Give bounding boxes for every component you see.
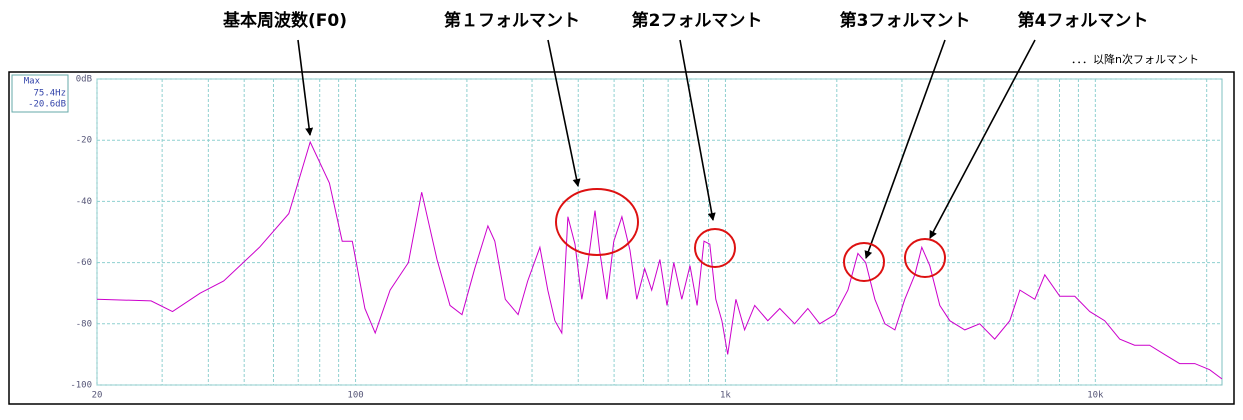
y-tick-label: 0dB xyxy=(76,75,92,85)
info-level: -20.6dB xyxy=(28,100,66,110)
spectrum-line xyxy=(96,140,1223,380)
arrow xyxy=(864,39,946,259)
highlight-ring xyxy=(555,188,639,256)
highlight-ring xyxy=(843,242,885,282)
x-tick-label: 1k xyxy=(720,391,731,401)
x-tick-label: 10k xyxy=(1087,391,1104,401)
highlight-ring xyxy=(904,238,946,278)
y-tick-label: -80 xyxy=(76,319,92,329)
arrow xyxy=(547,39,581,187)
arrow xyxy=(297,39,314,136)
plot-area xyxy=(96,78,1223,386)
highlight-ring xyxy=(694,228,736,268)
annotation: ．．．以降n次フォルマント xyxy=(1071,52,1199,66)
annotation: 第2フォルマント xyxy=(632,10,763,31)
y-tick-label: -60 xyxy=(76,258,92,268)
y-tick-label: -40 xyxy=(76,197,92,207)
arrow xyxy=(679,39,716,221)
annotation: 第4フォルマント xyxy=(1018,10,1149,31)
arrow xyxy=(929,39,1036,239)
info-box xyxy=(11,74,69,113)
y-tick-label: -100 xyxy=(70,381,92,391)
y-tick-label: -20 xyxy=(76,136,92,146)
x-tick-label: 20 xyxy=(92,391,103,401)
info-freq: 75.4Hz xyxy=(33,89,66,99)
info-label: Max xyxy=(24,77,41,87)
x-tick-label: 100 xyxy=(347,391,363,401)
annotation: 第１フォルマント xyxy=(444,10,580,31)
annotation: 基本周波数(F0) xyxy=(222,10,347,31)
annotation: 第3フォルマント xyxy=(840,10,971,31)
